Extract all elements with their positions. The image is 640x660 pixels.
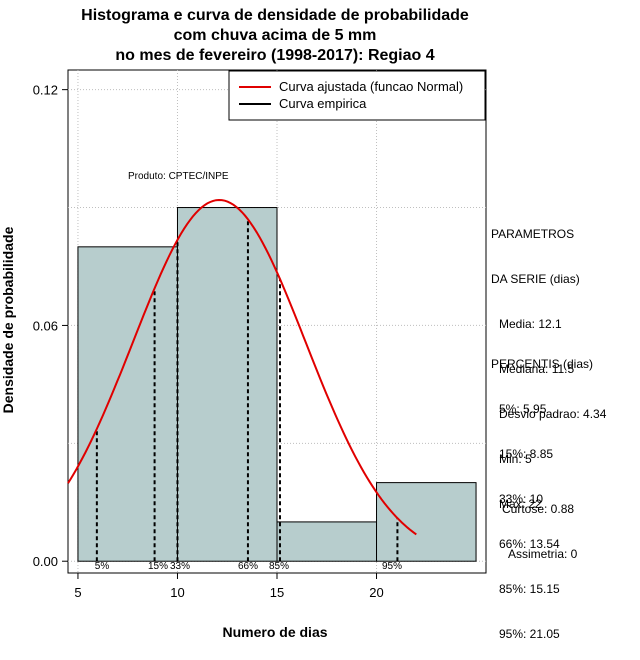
parameter-stddev: Desvio padrao: 4.34: [499, 407, 607, 421]
y-tick-label-1: 0.06: [33, 318, 58, 333]
histogram-bar-1: [77, 246, 178, 562]
histogram-bar-4: [376, 482, 477, 562]
kurtosis-value: Curtose: 0.88: [502, 502, 575, 516]
percentile-label-3: 33%: [170, 561, 190, 572]
y-tick-label-0: 0.00: [33, 554, 58, 569]
x-tick-label-5: 5: [74, 585, 81, 600]
y-tick-label-2: 0.12: [33, 83, 58, 98]
percentile-label-5: 85%: [269, 561, 289, 572]
legend-empirical-label: Curva empirica: [279, 96, 367, 111]
percentile-label-4: 66%: [238, 561, 258, 572]
percentile-66: 66%: 13.54: [499, 537, 560, 551]
x-tick-label-10: 10: [170, 585, 184, 600]
parameters-block: PARAMETROS DA SERIE (dias) Media: 12.1 M…: [491, 197, 606, 527]
percentile-15: 15%: 8.85: [499, 447, 554, 461]
parameters-heading-2: DA SERIE (dias): [491, 272, 580, 286]
product-label: Produto: CPTEC/INPE: [128, 171, 229, 182]
parameter-mean: Media: 12.1: [499, 317, 562, 331]
parameter-min: Min: 5: [499, 452, 532, 466]
percentiles-heading: PERCENTIS (dias): [491, 357, 594, 371]
percentile-33: 33%: 10: [499, 492, 544, 506]
x-axis-label: Numero de dias: [222, 624, 328, 640]
percentile-85: 85%: 15.15: [499, 582, 560, 596]
parameters-heading-1: PARAMETROS: [491, 227, 575, 241]
histogram-bar-2: [176, 207, 278, 562]
chart-title-line-3: no mes de fevereiro (1998-2017): Regiao …: [115, 47, 435, 64]
percentile-label-1: 5%: [95, 561, 110, 572]
legend-fitted-label: Curva ajustada (funcao Normal): [279, 79, 463, 94]
percentile-95: 95%: 21.05: [499, 627, 560, 641]
shape-block: Curtose: 0.88 Assimetria: 0: [502, 472, 577, 577]
percentile-label-6: 95%: [382, 561, 402, 572]
chart-title-line-2: com chuva acima de 5 mm: [173, 27, 377, 44]
fitted-normal-curve: [67, 198, 417, 536]
x-tick-label-20: 20: [369, 585, 383, 600]
percentile-5: 5%: 5.95: [499, 402, 547, 416]
legend: Curva ajustada (funcao Normal) Curva emp…: [228, 70, 486, 121]
percentiles-block: PERCENTIS (dias) 5%: 5.95 15%: 8.85 33%:…: [491, 327, 593, 657]
x-tick-label-15: 15: [270, 585, 284, 600]
percentile-label-2: 15%: [148, 561, 168, 572]
parameter-max: Max: 22: [499, 497, 542, 511]
parameter-median: Mediana: 11.5: [499, 362, 575, 376]
histogram-bar-3: [276, 521, 378, 562]
skewness-value: Assimetria: 0: [508, 547, 578, 561]
legend-box: [228, 70, 486, 121]
chart-title-line-1: Histograma e curva de densidade de proba…: [81, 7, 469, 24]
